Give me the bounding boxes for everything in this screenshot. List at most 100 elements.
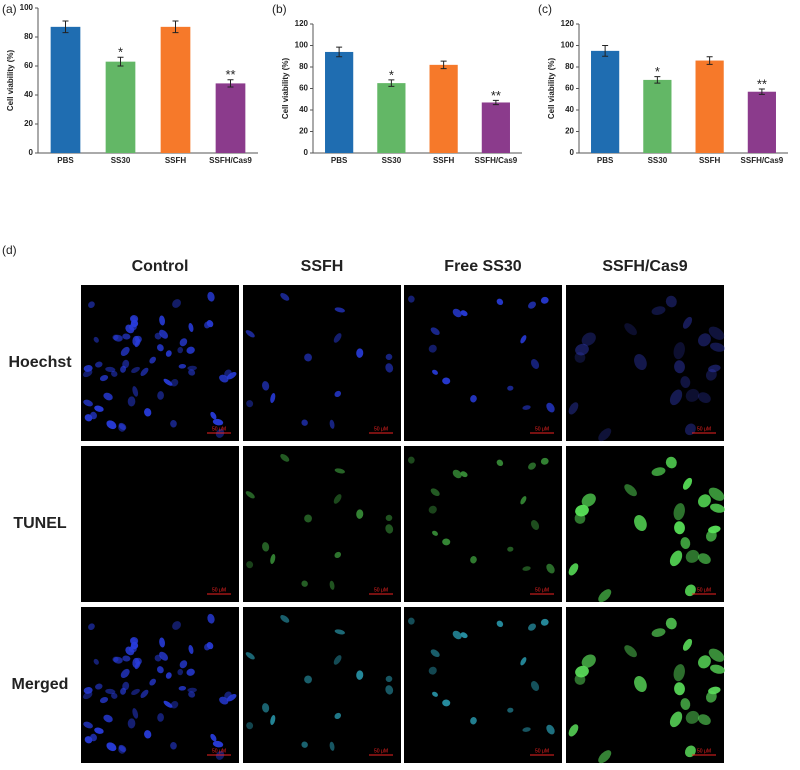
cell: [522, 727, 531, 732]
cell: [118, 746, 126, 754]
error-bar: [117, 56, 124, 67]
cell: [187, 687, 197, 693]
cell: [165, 672, 172, 679]
cell: [120, 668, 130, 679]
bar: [695, 60, 724, 153]
cell: [130, 641, 139, 650]
cell: [507, 385, 514, 391]
micrograph-bg: [81, 446, 239, 602]
y-axis-label: Cell viability (%): [6, 49, 15, 111]
cell: [442, 377, 451, 385]
cell: [83, 365, 93, 372]
bar: [643, 79, 672, 153]
micrograph: 50 μM: [566, 607, 725, 764]
cell: [428, 666, 437, 675]
cell: [496, 620, 504, 628]
cell: [122, 655, 131, 662]
cell: [207, 291, 215, 302]
cell: [682, 316, 693, 329]
micrograph-bg: [243, 446, 401, 602]
error-bar: [492, 99, 499, 106]
cell: [452, 308, 462, 318]
cell: [270, 393, 276, 404]
cell: [186, 668, 195, 676]
cell: [304, 353, 312, 362]
cell: [680, 698, 691, 711]
cell: [598, 589, 612, 603]
cell: [226, 371, 237, 380]
cell: [132, 708, 139, 719]
cell: [170, 701, 179, 709]
error-bar: [440, 60, 447, 70]
cell: [682, 477, 693, 490]
cell: [470, 556, 477, 564]
cell: [88, 301, 95, 308]
cell: [460, 632, 468, 639]
bar: [429, 64, 458, 153]
cell: [83, 721, 93, 729]
micrograph: 50 μM: [566, 446, 725, 603]
cell: [149, 678, 156, 686]
cell: [698, 392, 711, 403]
error-bar: [706, 56, 713, 65]
cell: [179, 338, 188, 347]
cell: [304, 675, 312, 684]
cell: [163, 700, 173, 708]
cell: [333, 333, 342, 343]
scale-bar-label: 50 μM: [212, 426, 226, 432]
cell: [470, 717, 477, 725]
cell: [530, 520, 540, 530]
cell: [188, 323, 194, 333]
x-tick-label: SS30: [111, 156, 131, 165]
cell: [83, 691, 93, 700]
cell: [685, 549, 700, 563]
cell: [127, 396, 136, 407]
cell: [157, 666, 164, 674]
significance: **: [491, 88, 501, 103]
cell: [634, 354, 647, 371]
micrograph: 50 μM: [404, 607, 562, 763]
micrograph: 50 μM: [404, 446, 562, 602]
micrograph: 50 μM: [243, 285, 401, 441]
cell: [157, 713, 164, 722]
cell: [159, 651, 169, 661]
cell: [144, 730, 152, 739]
significance: *: [655, 64, 660, 79]
cell: [624, 323, 637, 336]
cell: [245, 330, 255, 338]
cell: [665, 295, 677, 308]
cell: [159, 329, 169, 339]
cell: [408, 456, 415, 464]
cell: [188, 645, 194, 655]
cell: [159, 315, 165, 326]
micrograph-bg: [404, 446, 562, 602]
cell: [219, 374, 229, 383]
column-label: Free SS30: [444, 258, 521, 275]
cell: [99, 696, 109, 704]
cell: [334, 468, 345, 474]
cell: [428, 505, 437, 514]
cell: [520, 496, 527, 505]
cell: [83, 399, 93, 407]
cell: [581, 493, 596, 507]
cell: [212, 418, 224, 426]
scale-bar-label: 50 μM: [535, 587, 549, 593]
cell: [685, 388, 700, 402]
x-tick-label: SS30: [648, 156, 668, 165]
cell: [356, 670, 364, 680]
cell: [130, 319, 139, 328]
cell: [674, 521, 685, 535]
cell: [219, 696, 229, 705]
cell: [634, 676, 647, 693]
error-bar: [172, 20, 179, 34]
cell: [140, 367, 149, 377]
panel-label: (b): [272, 2, 287, 16]
cell: [94, 727, 104, 734]
x-tick-label: SSFH: [165, 156, 187, 165]
scale-bar-label: 50 μM: [374, 748, 388, 754]
cell: [496, 298, 504, 306]
cell: [651, 628, 666, 637]
cell: [674, 682, 685, 696]
cell: [226, 693, 237, 702]
micrograph: 50 μM: [81, 285, 239, 441]
